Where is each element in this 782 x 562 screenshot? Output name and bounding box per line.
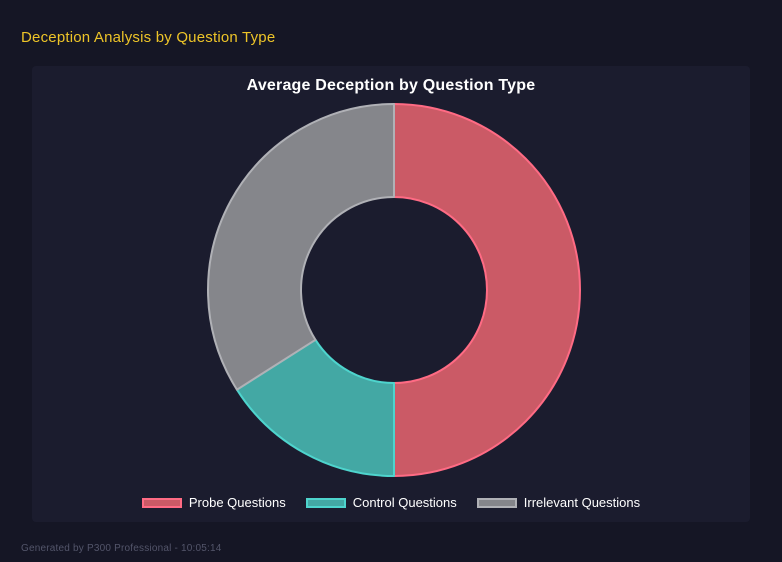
chart-panel: Average Deception by Question Type Probe… (32, 66, 750, 522)
chart-title: Average Deception by Question Type (246, 77, 536, 94)
legend-label: Control Questions (352, 495, 457, 510)
legend-item-irrelevant-questions[interactable]: Irrelevant Questions (476, 495, 641, 510)
donut-chart (204, 100, 584, 480)
chart-legend: Probe Questions Control Questions Irrele… (32, 495, 750, 510)
donut-chart-svg (207, 103, 581, 477)
legend-swatch-irrelevant (476, 497, 517, 508)
legend-swatch-probe (141, 497, 182, 508)
footer-text: Generated by P300 Professional - 10:05:1… (21, 543, 222, 554)
legend-swatch-control (305, 497, 346, 508)
donut-segment-control-questions[interactable] (235, 338, 395, 477)
legend-label: Probe Questions (188, 495, 286, 510)
legend-item-probe-questions[interactable]: Probe Questions (141, 495, 286, 510)
donut-segment-irrelevant-questions[interactable] (207, 103, 395, 391)
legend-item-control-questions[interactable]: Control Questions (305, 495, 457, 510)
page-title: Deception Analysis by Question Type (21, 29, 276, 46)
donut-segment-probe-questions[interactable] (393, 103, 581, 477)
legend-label: Irrelevant Questions (523, 495, 641, 510)
